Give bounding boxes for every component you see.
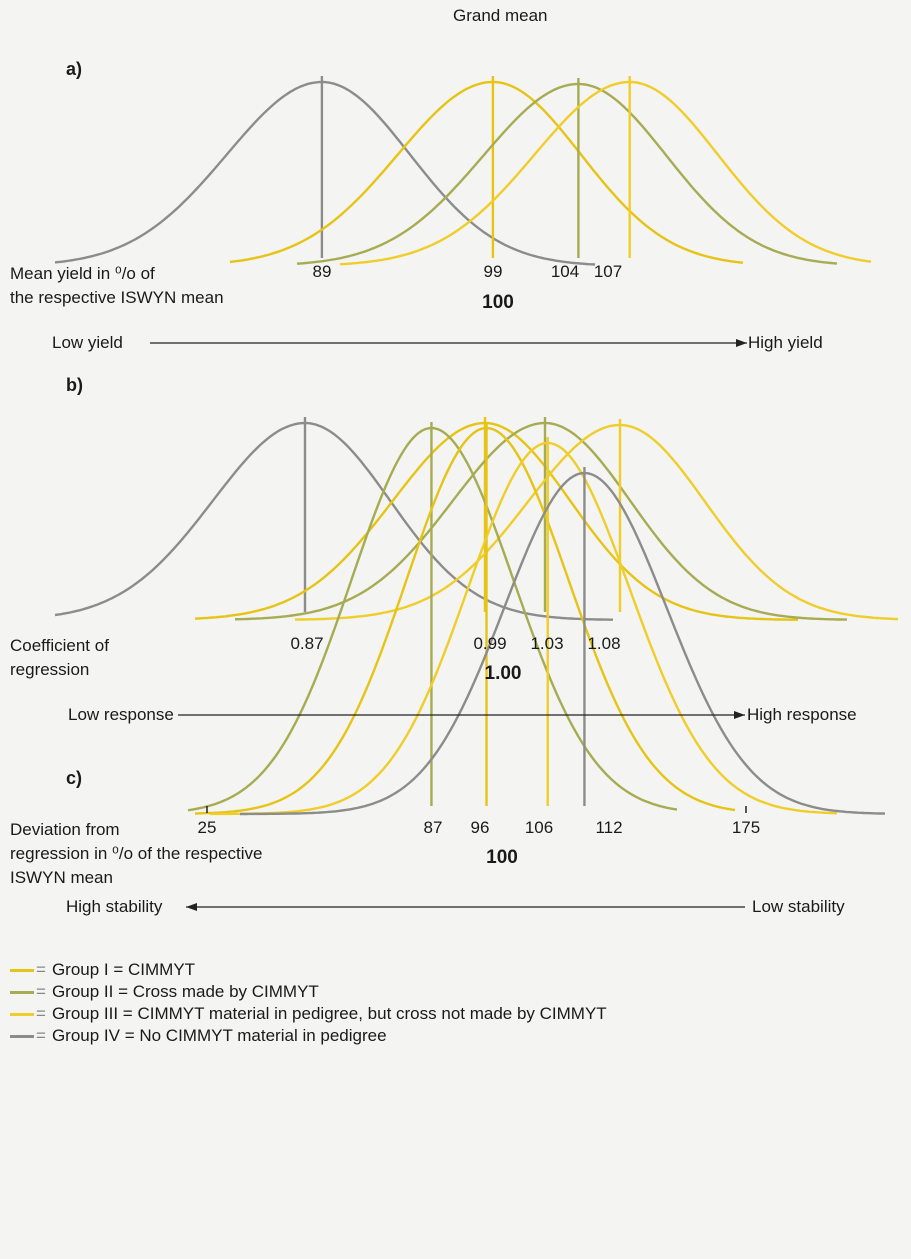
panel-a-curves (54, 76, 872, 266)
panel-b-tick-099: 0.99 (473, 634, 507, 653)
panel-c-label: c) (66, 768, 83, 788)
legend-equals: = (36, 960, 46, 979)
panel-c-axis-label: Deviation from regression in ⁰/o of the … (10, 818, 263, 890)
panel-a-scale-right: High yield (748, 333, 823, 352)
curve-group1 (229, 80, 744, 264)
panel-a-tick-104: 104 (550, 262, 580, 281)
curve-group3 (295, 423, 899, 621)
panel-a-tick-99: 99 (483, 262, 503, 281)
panel-c-arrow-head (186, 903, 197, 911)
panel-a-axis-label-line2: the respective ISWYN mean (10, 288, 224, 307)
panel-c-axis-label-line1: Deviation from (10, 820, 120, 839)
curve-group2 (296, 82, 838, 265)
panel-b-axis-label-line2: regression (10, 660, 90, 679)
legend-text-group3: Group III = CIMMYT material in pedigree,… (51, 1004, 607, 1023)
panel-c-tick-87: 87 (423, 818, 443, 837)
panel-b-scale-left: Low response (68, 705, 174, 724)
legend-text-group4: Group IV = No CIMMYT material in pedigre… (51, 1026, 387, 1045)
panel-b-reference: 1.00 (484, 663, 522, 684)
panel-a-scale-left: Low yield (52, 333, 123, 352)
legend-swatch-group1 (10, 969, 34, 973)
figure-title: Grand mean (453, 6, 548, 25)
legend-equals: = (36, 1026, 46, 1045)
panel-c-axis-label-line3: ISWYN mean (10, 868, 113, 887)
panel-b-arrow-head (734, 711, 745, 719)
legend-item-group4: = Group IV = No CIMMYT material in pedigr… (10, 1025, 387, 1047)
panel-b-label: b) (66, 375, 83, 395)
panel-c-tick-106: 106 (524, 818, 554, 837)
curve-group1 (194, 426, 736, 815)
panel-b-scale-right: High response (747, 705, 857, 724)
panel-a-arrow-head (736, 339, 747, 347)
panel-b-curves (54, 417, 899, 621)
legend-item-group2: = Group II = Cross made by CIMMYT (10, 981, 319, 1003)
legend-equals: = (36, 1004, 46, 1023)
panel-b-tick-103: 1.03 (530, 634, 564, 653)
panel-c-scale-right: Low stability (752, 897, 845, 916)
panel-a-axis-label-line1: Mean yield in ⁰/o of (10, 264, 155, 283)
panel-a-label: a) (66, 59, 83, 79)
panel-c-curves (187, 422, 886, 816)
panel-b-axis-label-line1: Coefficient of (10, 636, 109, 655)
panel-c-tick-96: 96 (470, 818, 490, 837)
curve-group3 (339, 80, 872, 266)
legend-equals: = (36, 982, 46, 1001)
curve-group4 (54, 80, 596, 266)
legend-swatch-group4 (10, 1035, 34, 1039)
legend-swatch-group2 (10, 991, 34, 995)
curve-group4 (54, 421, 613, 621)
panel-b-axis-label: Coefficient of regression (10, 634, 109, 682)
panel-c-tick-112: 112 (595, 818, 623, 837)
panel-b-tick-108: 1.08 (587, 634, 621, 653)
legend-swatch-group3 (10, 1013, 34, 1017)
panel-a-tick-89: 89 (312, 262, 332, 281)
curve-group2 (234, 421, 847, 621)
panel-a-axis-label: Mean yield in ⁰/o of the respective ISWY… (10, 262, 224, 310)
curve-group1 (194, 421, 799, 621)
curve-group3 (210, 441, 838, 816)
panel-c-axis-label-line2: regression in ⁰/o of the respective (10, 844, 263, 863)
curve-group4 (240, 471, 886, 816)
panel-c-tick-25: 25 (197, 818, 217, 837)
legend-item-group1: = Group I = CIMMYT (10, 959, 195, 981)
panel-c-scale-left: High stability (66, 897, 163, 916)
legend-text-group1: Group I = CIMMYT (51, 960, 196, 979)
panel-a-reference: 100 (482, 292, 514, 313)
panel-b-tick-087: 0.87 (290, 634, 324, 653)
panel-c-reference: 100 (486, 847, 518, 868)
legend-text-group2: Group II = Cross made by CIMMYT (51, 982, 319, 1001)
panel-c-tick-175: 175 (731, 818, 761, 837)
panel-a-tick-107: 107 (593, 262, 623, 281)
legend-item-group3: = Group III = CIMMYT material in pedigree… (10, 1003, 607, 1025)
